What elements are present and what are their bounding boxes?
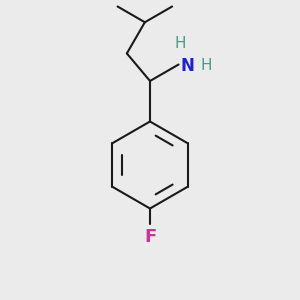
Text: H: H xyxy=(174,36,186,51)
Text: N: N xyxy=(180,57,194,75)
Text: H: H xyxy=(200,58,212,74)
Text: F: F xyxy=(144,228,156,246)
